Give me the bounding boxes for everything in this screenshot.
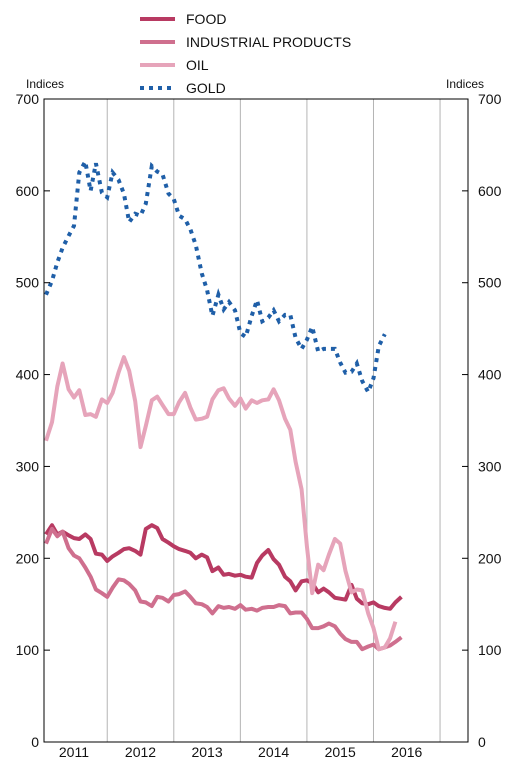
left-y-tick-label: 600 — [16, 183, 40, 199]
right-y-tick-label: 200 — [478, 550, 502, 566]
right-y-tick-label: 500 — [478, 275, 502, 291]
right-y-tick-label: 100 — [478, 642, 502, 658]
right-y-tick-label: 400 — [478, 367, 502, 383]
axis-layer: 0 0 100 100 200 200 300 300 400 400 500 500 600 600 70… — [16, 91, 502, 758]
left-y-tick-label: 0 — [31, 734, 39, 750]
x-tick-label: 2015 — [325, 744, 356, 758]
x-tick-label: 2012 — [125, 744, 156, 758]
series-line-gold — [44, 155, 387, 397]
series-layer — [44, 155, 403, 652]
x-tick-label: 2013 — [191, 744, 222, 758]
grid-layer — [106, 99, 441, 742]
x-tick-label: 2016 — [391, 744, 422, 758]
plot-frame — [43, 98, 469, 743]
right-y-tick-label: 600 — [478, 183, 502, 199]
left-axis-unit-label: Indices — [26, 77, 64, 91]
left-y-tick-label: 700 — [16, 91, 40, 107]
right-y-tick-label: 700 — [478, 91, 502, 107]
left-y-tick-label: 100 — [16, 642, 40, 658]
left-y-tick-label: 500 — [16, 275, 40, 291]
left-y-tick-label: 300 — [16, 458, 40, 474]
legend-label: OIL — [186, 57, 209, 73]
series-line-industrial-products — [44, 526, 403, 652]
x-tick-label: 2011 — [59, 744, 89, 758]
left-y-tick-label: 400 — [16, 367, 40, 383]
right-axis-unit-label: Indices — [446, 77, 484, 91]
series-line-food — [44, 523, 403, 611]
series-line-oil — [44, 355, 398, 652]
x-tick-label: 2014 — [258, 744, 289, 758]
right-y-tick-label: 0 — [478, 734, 486, 750]
legend-label: INDUSTRIAL PRODUCTS — [186, 34, 351, 50]
legend-label: FOOD — [186, 11, 226, 27]
left-y-tick-label: 200 — [16, 550, 40, 566]
legend-label: GOLD — [186, 80, 226, 96]
legend: FOOD INDUSTRIAL PRODUCTS OIL GOLD — [140, 11, 351, 96]
right-y-tick-label: 300 — [478, 458, 502, 474]
